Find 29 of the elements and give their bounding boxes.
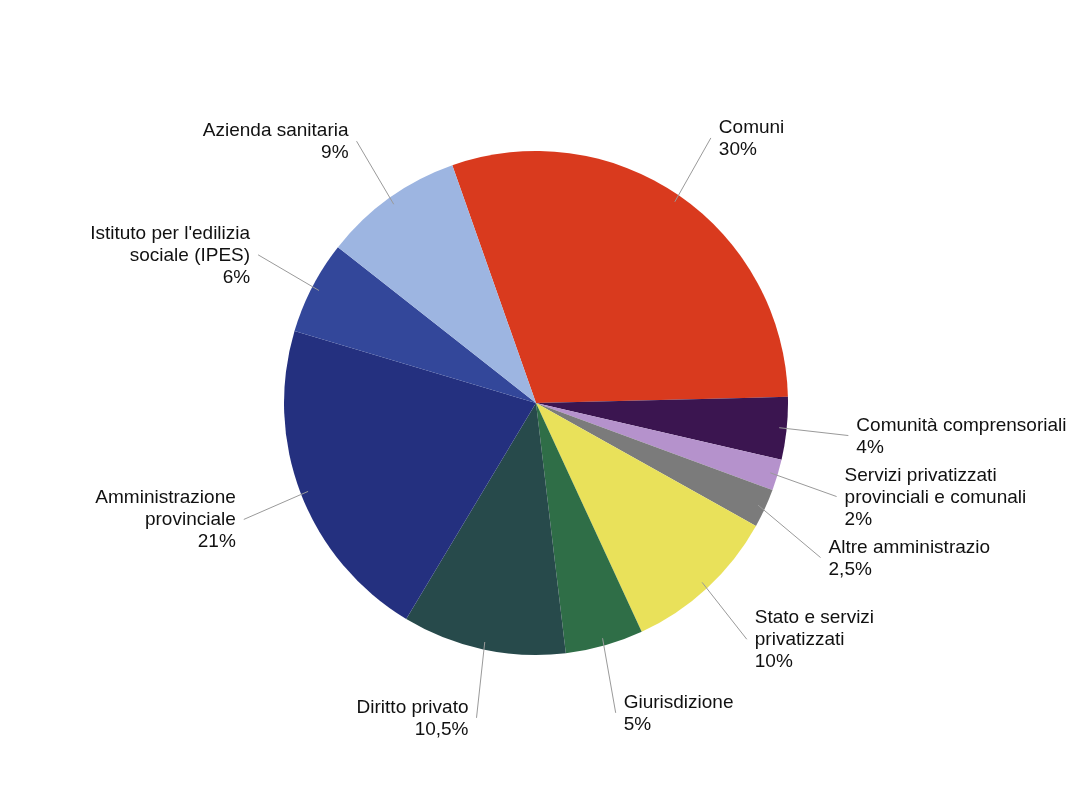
- data-label: 6%: [222, 265, 251, 287]
- slice-label: Azienda sanitaria: [202, 119, 349, 141]
- data-label: 2,5%: [828, 557, 872, 579]
- pie-slice: [536, 403, 642, 654]
- data-label: 10,5%: [414, 717, 469, 739]
- pie-slice: [536, 403, 782, 491]
- slice-label: Giurisdizione: [623, 690, 734, 712]
- data-label: 5%: [623, 712, 652, 734]
- pie-slice: [337, 165, 536, 403]
- slice-label: Servizi privatizzati provinciali e comunali: [844, 463, 1027, 507]
- pie-slice: [536, 403, 756, 632]
- slice-label: Istituto per l'edilizia sociale (IPES): [90, 221, 251, 265]
- slice-label: Diritto privato: [356, 695, 469, 717]
- data-label: 4%: [856, 435, 884, 457]
- data-label: 10%: [754, 650, 793, 672]
- data-label: 9%: [321, 141, 349, 163]
- slice-label: Altre amministrazio: [828, 535, 991, 557]
- pie-slice: [536, 403, 773, 526]
- pie-slice: [284, 331, 536, 620]
- pie-slice: [536, 396, 788, 460]
- pie-slice: [406, 403, 566, 655]
- slice-label: Amministrazione provinciale: [95, 486, 236, 530]
- data-label: 2%: [844, 507, 873, 529]
- slice-label: Comunità comprensoriali: [856, 413, 1067, 435]
- pie-slice: [294, 247, 536, 403]
- data-label: 21%: [197, 530, 236, 552]
- slice-label: Stato e servizi privatizzati: [754, 606, 875, 650]
- data-label: 30%: [718, 137, 757, 159]
- slice-label: Comuni: [718, 115, 785, 137]
